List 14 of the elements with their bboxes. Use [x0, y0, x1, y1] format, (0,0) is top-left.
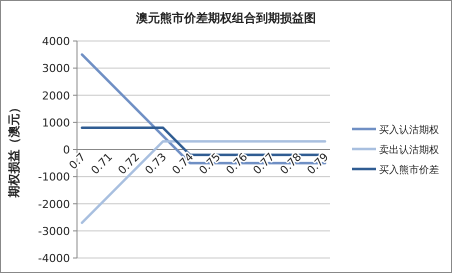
y-axis-title: 期权损益（澳元） — [7, 102, 21, 198]
y-tick-label: 4000 — [42, 35, 70, 48]
y-tick-label: -4000 — [38, 252, 70, 265]
y-tick-label: 3000 — [42, 62, 70, 76]
y-tick-label: 1000 — [42, 116, 70, 130]
legend-label: 卖出认沽期权 — [379, 144, 439, 156]
y-tick-label: 2000 — [42, 89, 70, 102]
y-tick-label: 0 — [63, 144, 70, 156]
y-tick-label: -3000 — [38, 224, 70, 238]
y-tick-label: -1000 — [38, 170, 70, 184]
legend-label: 买入认沽期权 — [379, 124, 439, 136]
y-tick-label: -2000 — [38, 198, 70, 211]
chart-title: 澳元熊市价差期权组合到期损益图 — [135, 11, 316, 25]
legend-label: 买入熊市价差 — [379, 164, 439, 176]
